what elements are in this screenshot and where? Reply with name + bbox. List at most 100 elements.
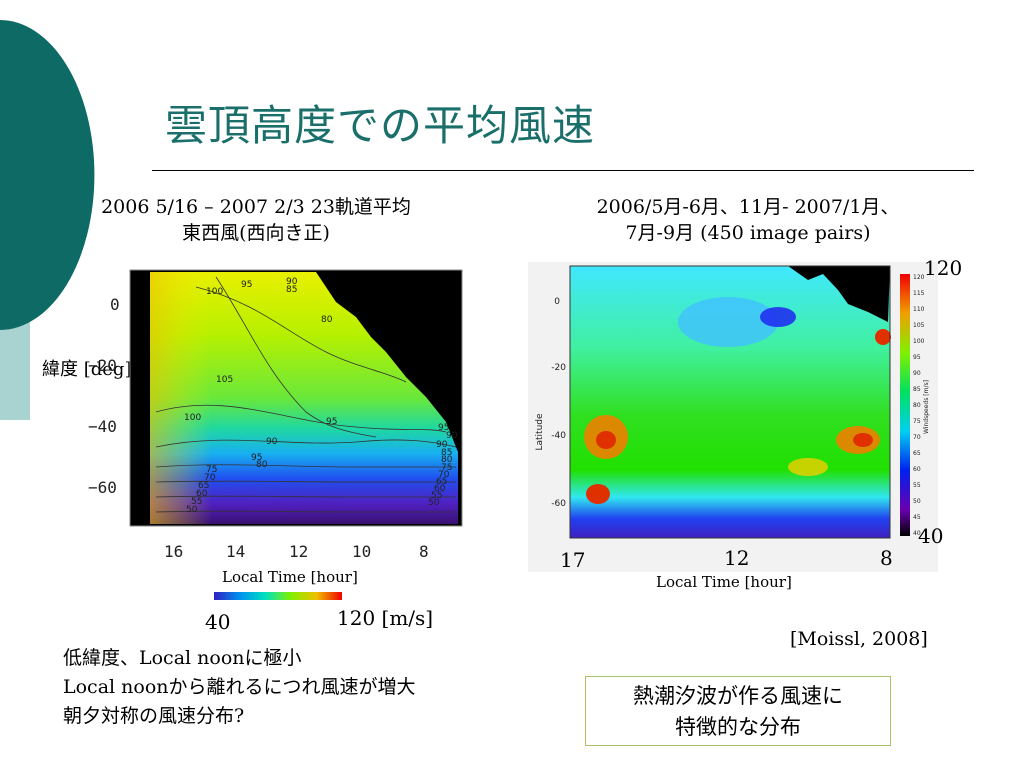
left-contour-label: 55 xyxy=(431,491,442,501)
right-chart-blob-red-4 xyxy=(875,329,891,345)
left-contour-label: 90 xyxy=(266,437,278,447)
right-colorbar-tick: 115 xyxy=(913,290,925,297)
left-contour-label: 60 xyxy=(196,489,208,499)
left-colorbar-min: 40 xyxy=(205,610,231,634)
right-chart-blob-red xyxy=(596,431,616,449)
left-contour-label: 75 xyxy=(206,465,217,475)
right-caption: 2006/5月-6月、11月- 2007/1月、 7月-9月 (450 imag… xyxy=(548,194,948,246)
left-contour-label: 70 xyxy=(438,470,450,480)
left-ytick-0: 0 xyxy=(110,295,120,314)
left-contour-label: 105 xyxy=(216,375,233,385)
left-contour-label: 80 xyxy=(321,315,333,325)
left-xtick-1: 14 xyxy=(226,542,246,561)
left-chart-xlabel: Local Time [hour] xyxy=(222,568,358,586)
left-contour-label: 95 xyxy=(438,423,449,433)
left-contour-label: 100 xyxy=(206,287,223,297)
left-xtick-2: 12 xyxy=(289,542,309,561)
right-colorbar-tick: 70 xyxy=(913,434,921,441)
right-colorbar-tick: 110 xyxy=(913,306,925,313)
right-colorbar-tick: 105 xyxy=(913,322,925,329)
left-chart-ylabel: 緯度 [deg] xyxy=(42,358,131,382)
teal-dark-arc xyxy=(0,20,95,330)
left-contour-label: 95 xyxy=(241,280,252,290)
right-chart-plot: Latitude 0 -20 -40 -60 120 115 110 105 100 95… xyxy=(528,262,938,572)
right-chart-blob-red-3 xyxy=(586,484,610,504)
right-caption-line-2: 7月-9月 (450 image pairs) xyxy=(625,222,871,244)
left-chart-contours xyxy=(155,276,457,513)
left-contour-label: 50 xyxy=(186,505,198,515)
left-colorbar-gradient xyxy=(214,592,342,600)
right-colorbar-max: 120 xyxy=(924,256,963,280)
left-contour-label: 100 xyxy=(184,413,201,423)
right-chart-frame xyxy=(569,265,891,539)
right-colorbar-tick: 55 xyxy=(913,482,921,489)
right-colorbar-tick: 100 xyxy=(913,338,925,345)
right-chart-xlabel: Local Time [hour] xyxy=(656,573,792,591)
left-contour-label: 55 xyxy=(191,497,202,507)
left-contour-label: 90 xyxy=(446,431,458,441)
left-chart-ylabel-text: 緯度 [deg] xyxy=(42,359,132,380)
left-contour-label: 75 xyxy=(441,463,452,473)
right-colorbar-ticks: 120 115 110 105 100 95 90 85 80 75 70 65 60 55 50 45 40 xyxy=(913,274,925,537)
left-contour-label: 65 xyxy=(436,477,447,487)
right-colorbar-tick: 95 xyxy=(913,354,921,361)
right-colorbar-tick: 65 xyxy=(913,450,921,457)
right-ytick-0: 0 xyxy=(554,297,560,307)
left-ytick-1: −20 xyxy=(88,356,117,375)
right-xtick-0: 17 xyxy=(560,548,586,572)
left-caption-line-1: 2006 5/16 – 2007 2/3 23軌道平均 xyxy=(101,196,411,218)
right-chart-ylabel: Latitude xyxy=(535,413,545,451)
left-contour-label: 95 xyxy=(251,453,262,463)
right-colorbar-min: 40 xyxy=(918,524,944,548)
left-contour-label: 65 xyxy=(198,481,209,491)
left-contour-label: 70 xyxy=(204,473,216,483)
right-colorbar-tick: 85 xyxy=(913,386,921,393)
left-xtick-0: 16 xyxy=(164,542,184,561)
highlight-box: 熱潮汐波が作る風速に 特徴的な分布 xyxy=(585,676,891,746)
right-chart-blob-red-2 xyxy=(853,433,873,447)
right-chart-blob-yellow xyxy=(788,458,828,476)
right-colorbar-tick: 50 xyxy=(913,498,921,505)
notes: 低緯度、Local noonに極小 Local noonから離れるにつれ風速が増… xyxy=(63,644,416,731)
right-colorbar-tick: 80 xyxy=(913,402,921,409)
note-line-2: Local noonから離れるにつれ風速が増大 xyxy=(63,676,416,698)
left-contour-label: 60 xyxy=(434,484,446,494)
right-colorbar-tick: 75 xyxy=(913,418,921,425)
right-chart-nodata xyxy=(788,266,890,322)
right-chart-blob-darkblue xyxy=(760,307,796,327)
right-ytick-1: -20 xyxy=(551,363,566,373)
highlight-box-line-2: 特徴的な分布 xyxy=(675,715,801,739)
left-contour-label: 80 xyxy=(256,460,268,470)
citation: [Moissl, 2008] xyxy=(790,628,928,650)
title-rule xyxy=(152,170,974,171)
left-chart-field-shade xyxy=(150,272,458,524)
right-colorbar xyxy=(900,274,910,536)
note-line-3: 朝夕対称の風速分布? xyxy=(63,705,245,727)
left-xtick-3: 10 xyxy=(352,542,372,561)
left-contour-label: 90 xyxy=(436,440,448,450)
highlight-box-line-1: 熱潮汐波が作る風速に xyxy=(633,684,843,708)
right-colorbar-label: Windspeeds [m/s] xyxy=(923,380,930,434)
right-colorbar-tick: 40 xyxy=(913,530,921,537)
decorative-shapes xyxy=(0,20,95,420)
right-ytick-3: -60 xyxy=(551,499,566,509)
slide-title: 雲頂高度での平均風速 xyxy=(165,101,596,150)
left-contour-label: 80 xyxy=(441,455,453,465)
left-caption: 2006 5/16 – 2007 2/3 23軌道平均 東西風(西向き正) xyxy=(66,194,446,246)
left-contour-label: 85 xyxy=(441,448,452,458)
right-chart-blob-blue xyxy=(678,297,778,347)
left-ytick-3: −60 xyxy=(88,478,117,497)
left-contour-label: 90 xyxy=(286,277,298,287)
right-colorbar-tick: 90 xyxy=(913,370,921,377)
left-colorbar xyxy=(214,592,342,600)
right-colorbar-tick: 45 xyxy=(913,514,921,521)
note-line-1: 低緯度、Local noonに極小 xyxy=(63,647,302,669)
left-ytick-2: −40 xyxy=(88,417,117,436)
left-contour-label: 50 xyxy=(428,498,440,508)
right-colorbar-tick: 120 xyxy=(913,274,925,281)
right-caption-line-1: 2006/5月-6月、11月- 2007/1月、 xyxy=(596,196,900,218)
left-colorbar-max: 120 [m/s] xyxy=(337,606,434,630)
left-caption-line-2: 東西風(西向き正) xyxy=(182,222,330,244)
